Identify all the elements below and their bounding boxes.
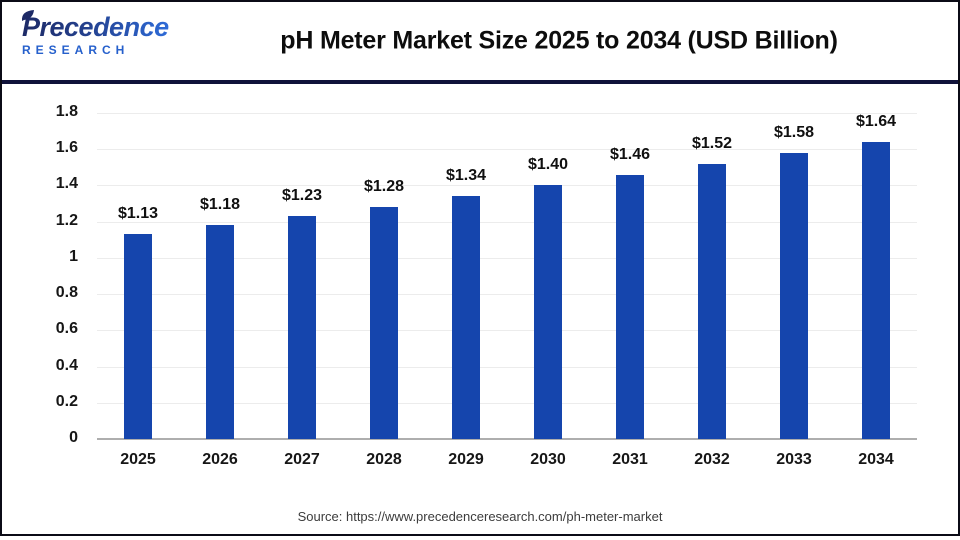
bar-2027 [288, 216, 316, 439]
y-gridline [97, 294, 917, 296]
x-axis-tick-label: 2033 [776, 451, 812, 468]
y-axis-tick-label: 0.2 [55, 392, 78, 410]
chart-area: 0 0.2 0.4 0.6 0.8 1 1.2 1.4 1.6 1.8 $1.13 2025 $1.18… [2, 84, 958, 484]
x-axis-tick-label: 2030 [530, 451, 566, 468]
bar-2032 [698, 163, 726, 439]
x-axis-tick-label: 2028 [366, 451, 402, 468]
y-axis-tick-label: 1 [69, 247, 78, 265]
y-gridline [97, 402, 917, 404]
x-axis-line [97, 438, 917, 440]
bar-2033 [780, 152, 808, 439]
bar-2025 [124, 234, 152, 439]
y-axis-tick-label: 1.8 [55, 103, 78, 120]
y-gridline [97, 149, 917, 151]
y-axis-tick-label: 1.6 [55, 139, 78, 157]
page-title: pH Meter Market Size 2025 to 2034 (USD B… [280, 26, 838, 55]
header: Precedence RESEARCH pH Meter Market Size… [2, 2, 958, 80]
x-axis-tick-label: 2034 [858, 451, 894, 468]
y-gridline [97, 113, 917, 114]
x-axis-tick-label: 2029 [448, 451, 484, 468]
y-gridline [97, 330, 917, 332]
bar-2031 [616, 174, 644, 439]
bar-value-label: $1.18 [199, 196, 241, 214]
bar-value-label: $1.46 [609, 145, 651, 163]
y-gridline [97, 185, 917, 187]
bar-value-label: $1.52 [691, 134, 733, 152]
bar-value-label: $1.23 [281, 187, 323, 205]
logo-subtitle: RESEARCH [22, 43, 130, 57]
bar-value-label: $1.34 [445, 167, 487, 185]
y-axis-tick-label: 0 [69, 429, 78, 446]
y-axis-tick-label: 0.6 [55, 320, 78, 338]
y-axis-tick-label: 1.4 [55, 175, 78, 193]
bar-2026 [206, 225, 234, 439]
logo-wordmark: Precedence [22, 12, 169, 42]
bar-2029 [452, 196, 480, 439]
x-axis-tick-label: 2025 [120, 451, 156, 468]
bar-value-label: $1.13 [117, 205, 159, 223]
bar-2030 [534, 185, 562, 439]
y-axis-tick-label: 1.2 [55, 211, 78, 229]
y-gridline [97, 257, 917, 259]
header-separator [2, 80, 958, 84]
source-line: Source: https://www.precedenceresearch.c… [297, 509, 663, 524]
bar-value-label: $1.40 [527, 156, 569, 174]
y-gridline [97, 221, 917, 223]
bar-value-label: $1.58 [773, 123, 815, 141]
y-axis-tick-label: 0.4 [55, 356, 78, 374]
x-axis-tick-label: 2032 [694, 451, 730, 468]
y-axis-tick-label: 0.8 [55, 284, 78, 302]
y-gridline [97, 366, 917, 368]
x-axis-tick-label: 2031 [612, 451, 648, 468]
bar-value-label: $1.28 [363, 178, 405, 196]
bar-value-label: $1.64 [855, 112, 897, 130]
x-axis-tick-label: 2026 [202, 451, 238, 468]
leaf-icon [20, 9, 36, 27]
bar-2028 [370, 207, 398, 439]
precedence-research-logo: Precedence RESEARCH [21, 10, 169, 57]
x-axis-tick-label: 2027 [284, 451, 320, 468]
bar-2034 [862, 141, 890, 439]
